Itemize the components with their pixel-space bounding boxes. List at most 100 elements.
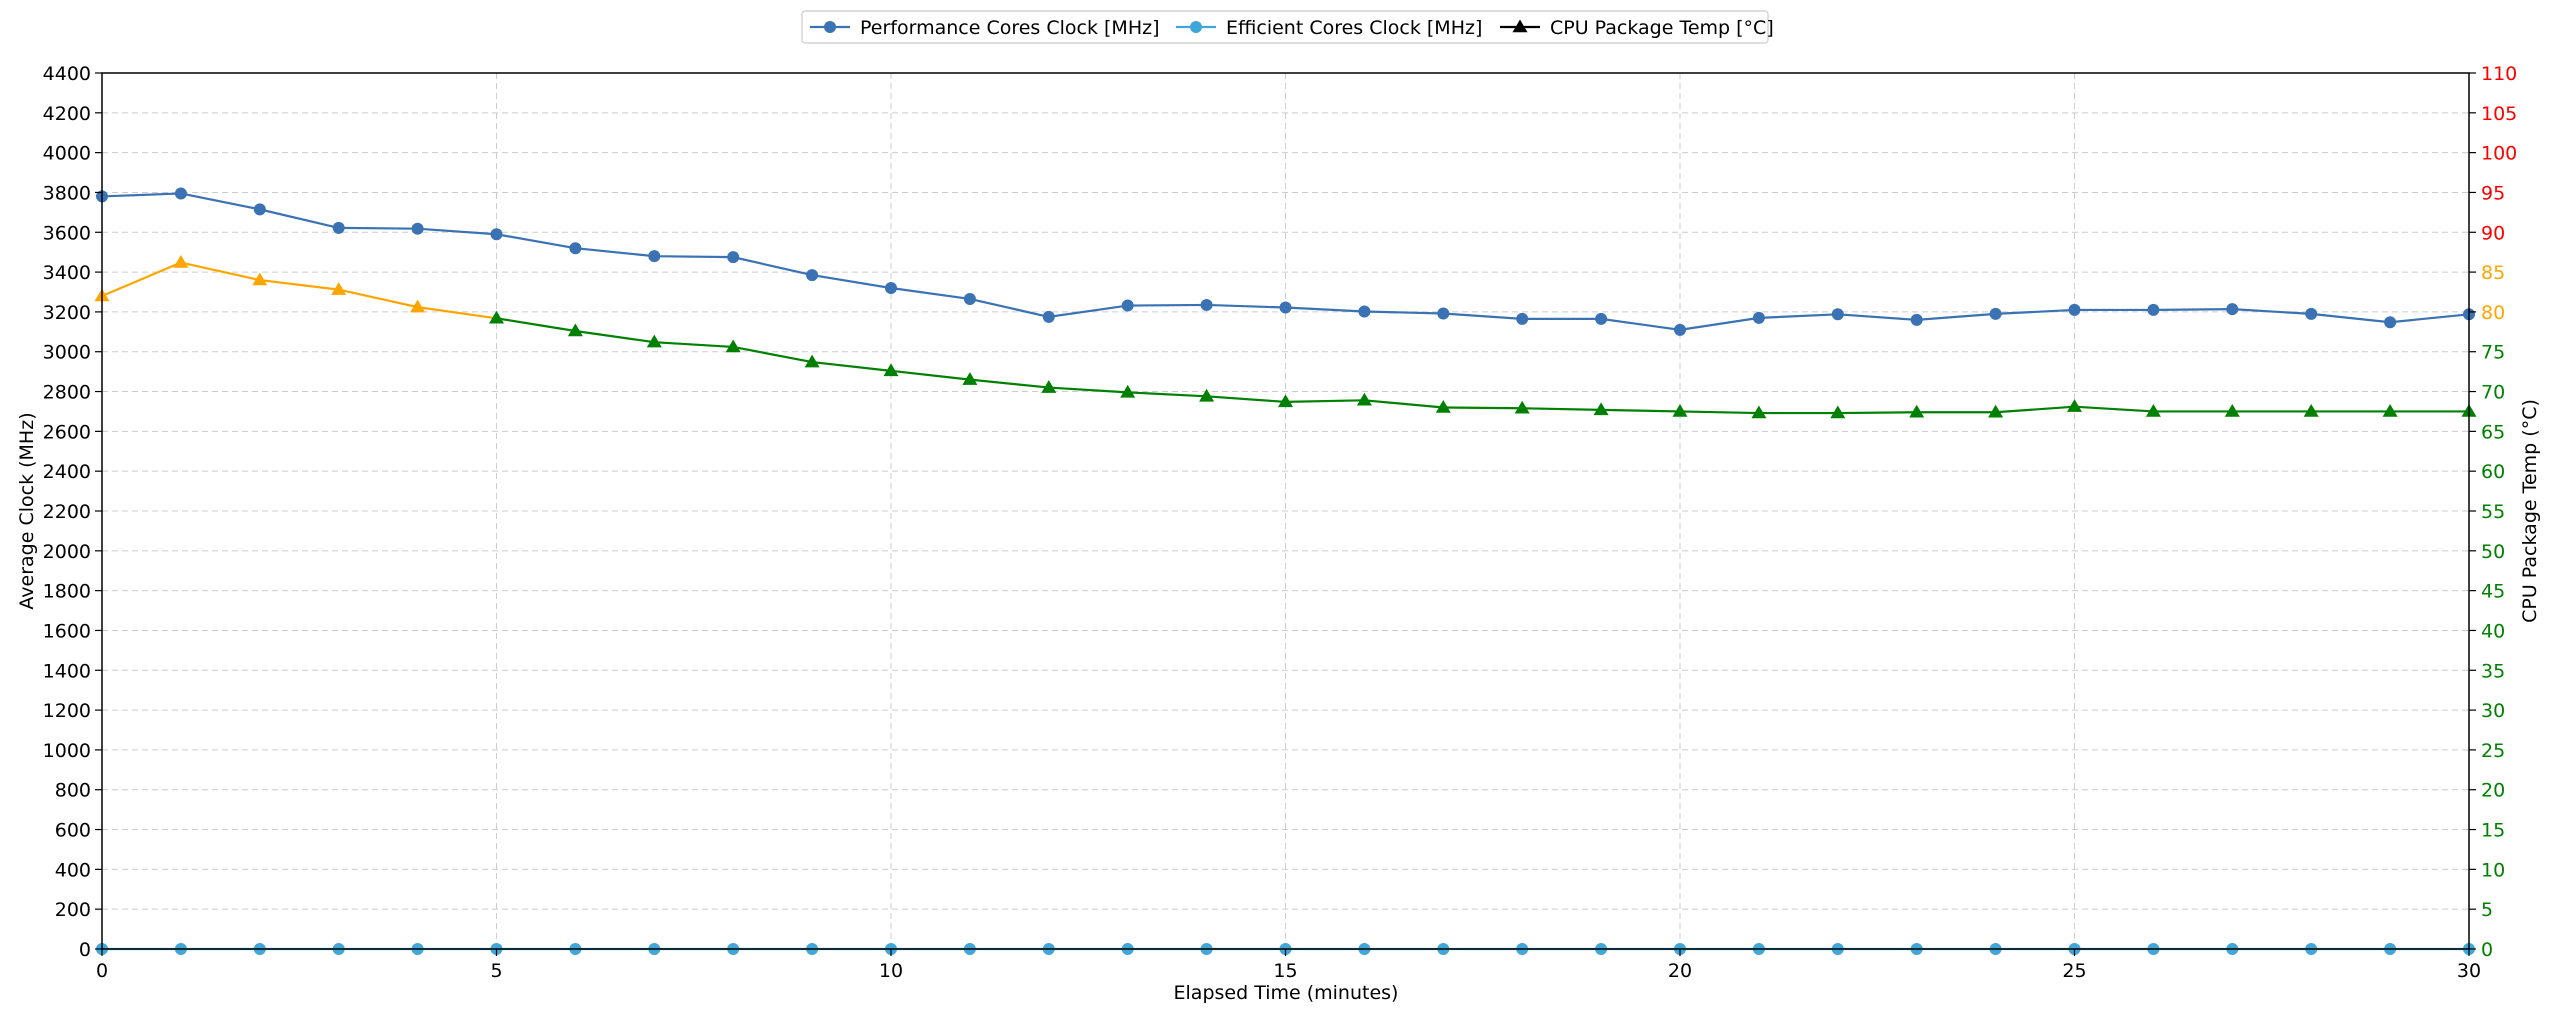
series-marker-0 [411, 222, 424, 235]
y-tick-label: 0 [79, 939, 91, 961]
temp-line-segment [2074, 405, 2154, 413]
temp-marker [567, 323, 583, 337]
temp-line-segment [1127, 391, 1207, 398]
temp-line-segment [575, 329, 655, 344]
y-tick-label: 200 [55, 899, 91, 921]
y2-tick-label: 80 [2481, 302, 2505, 324]
temp-marker [2145, 403, 2161, 417]
temp-line-segment [1285, 399, 1365, 403]
series-marker-0 [963, 292, 976, 305]
y2-tick-label: 0 [2481, 939, 2493, 961]
legend-swatch-marker [1512, 19, 1528, 33]
y-tick-label: 3000 [43, 342, 91, 364]
y-tick-label: 3400 [43, 262, 91, 284]
temp-line-segment [496, 317, 576, 333]
temp-marker [1672, 403, 1688, 417]
y-tick-label: 4000 [43, 143, 91, 165]
temp-line-segment [1601, 408, 1681, 413]
y-tick-label: 2200 [43, 501, 91, 523]
temp-marker [962, 372, 978, 385]
legend-swatch-marker [824, 21, 836, 33]
series-marker-0 [806, 269, 819, 282]
y-tick-label: 3600 [43, 222, 91, 244]
y-tick-label: 400 [55, 859, 91, 881]
temp-marker [1830, 405, 1846, 419]
temp-marker [725, 339, 741, 353]
series-marker-0 [1121, 299, 1134, 312]
y2-tick-label: 55 [2481, 501, 2505, 523]
temp-marker [1356, 392, 1372, 406]
temp-marker [1514, 400, 1530, 414]
legend-label: Efficient Cores Clock [MHz] [1226, 17, 1482, 39]
x-tick-label: 0 [96, 960, 108, 982]
temp-marker [173, 255, 189, 268]
y-tick-label: 2400 [43, 461, 91, 483]
legend-swatch-marker [1190, 21, 1202, 33]
x-tick-label: 15 [1273, 960, 1297, 982]
temp-marker [2303, 403, 2319, 417]
series-marker-0 [253, 203, 266, 216]
series-marker-0 [2305, 307, 2318, 320]
y2-tick-label: 50 [2481, 541, 2505, 563]
y2-tick-label: 20 [2481, 780, 2505, 802]
series-marker-0 [1595, 312, 1608, 325]
temp-marker [883, 363, 899, 377]
series-marker-0 [2384, 316, 2397, 329]
y2-tick-label: 110 [2481, 63, 2517, 85]
y-tick-label: 1000 [43, 740, 91, 762]
temp-marker [804, 354, 820, 368]
y-tick-label: 3800 [43, 182, 91, 204]
series-marker-0 [490, 228, 503, 241]
y-tick-label: 1800 [43, 581, 91, 603]
series-marker-0 [174, 187, 187, 200]
y2-tick-label: 105 [2481, 103, 2517, 125]
temp-marker [489, 310, 504, 324]
series-marker-0 [1042, 310, 1055, 323]
y2-tick-label: 25 [2481, 740, 2505, 762]
series-marker-0 [648, 250, 661, 263]
x-axis-title: Elapsed Time (minutes) [1174, 982, 1399, 1004]
temp-line-segment [259, 278, 339, 291]
y2-tick-label: 60 [2481, 461, 2505, 483]
series-marker-0 [2068, 303, 2081, 316]
temp-line-segment [180, 261, 261, 282]
temp-marker [1909, 404, 1925, 418]
temp-marker [410, 299, 426, 313]
y2-tick-label: 45 [2481, 581, 2505, 603]
temp-line-segment [1048, 386, 1128, 394]
y-tick-label: 1600 [43, 620, 91, 642]
temp-marker [2382, 403, 2398, 417]
temp-line-segment [101, 261, 182, 297]
temp-marker [1988, 404, 2004, 418]
y-tick-label: 4200 [43, 103, 91, 125]
temp-marker [646, 334, 662, 348]
y2-tick-label: 100 [2481, 143, 2517, 165]
series-marker-0 [1752, 311, 1765, 324]
temp-line-segment [338, 288, 418, 309]
y2-tick-label: 70 [2481, 382, 2505, 404]
temp-line-segment [1522, 407, 1602, 411]
x-tick-label: 20 [1668, 960, 1692, 982]
axes [95, 72, 2476, 956]
grid-lines [101, 72, 2470, 950]
series-marker-0 [727, 251, 740, 264]
y2-tick-label: 95 [2481, 182, 2505, 204]
tick-labels: 0 5 10 15 20 25 300200400600800100012001400160… [43, 63, 2518, 982]
legend: Performance Cores Clock [MHz] Efficient C… [801, 10, 1774, 44]
temp-marker [1751, 405, 1767, 419]
series-marker-0 [1831, 308, 1844, 321]
temp-marker [331, 282, 347, 295]
x-tick-label: 10 [879, 960, 903, 982]
temp-line-segment [1837, 411, 1917, 415]
y-axis-title: Average Clock (MHz) [16, 412, 38, 609]
series-marker-0 [1910, 313, 1923, 326]
legend-label: Performance Cores Clock [MHz] [860, 17, 1160, 39]
y2-tick-label: 30 [2481, 700, 2505, 722]
series-marker-0 [1516, 312, 1529, 325]
y2-tick-label: 65 [2481, 421, 2505, 443]
series-marker-0 [332, 221, 345, 234]
temp-marker [1199, 388, 1215, 402]
y-tick-label: 3200 [43, 302, 91, 324]
series-marker-0 [885, 282, 897, 295]
